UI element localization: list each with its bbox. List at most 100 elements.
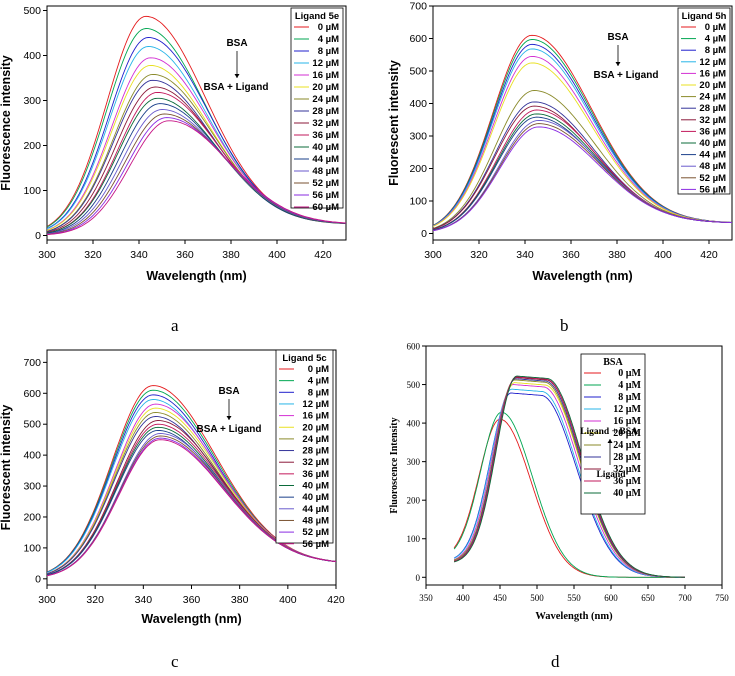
x-tick-label: 300 — [38, 594, 56, 606]
legend-entry: 40 µM — [312, 142, 339, 153]
x-tick-label: 550 — [567, 593, 581, 603]
legend-entry: 40 µM — [302, 481, 329, 492]
legend-entry: 8 µM — [618, 392, 641, 403]
x-tick-label: 420 — [314, 249, 332, 261]
y-tick-label: 700 — [23, 357, 41, 369]
legend-entry: 56 µM — [312, 190, 339, 201]
y-tick-label: 500 — [407, 380, 421, 390]
annotation-arrow-head — [234, 74, 240, 78]
legend-entry: 40 µM — [613, 488, 641, 499]
y-axis-label: Fluorescence intensity — [0, 55, 13, 191]
legend-title: Ligand 5h — [682, 11, 727, 22]
y-tick-label: 500 — [23, 5, 41, 17]
y-tick-label: 600 — [407, 342, 421, 352]
x-tick-label: 380 — [222, 249, 240, 261]
x-tick-label: 360 — [176, 249, 194, 261]
legend-entry: 20 µM — [613, 428, 641, 439]
legend-title: Ligand 5c — [282, 353, 326, 364]
x-tick-label: 320 — [470, 249, 488, 261]
series-line — [433, 62, 732, 227]
x-tick-label: 380 — [608, 249, 626, 261]
annotation-arrow-head — [607, 439, 613, 443]
legend-entry: 28 µM — [302, 446, 329, 457]
legend-entry: 48 µM — [699, 161, 726, 172]
annotation-arrow-head — [226, 416, 232, 420]
legend-entry: 12 µM — [302, 399, 329, 410]
y-tick-label: 400 — [23, 50, 41, 62]
caption-a: a — [171, 316, 179, 335]
chart-d: 350 400 450 500 550 600 650 700 750 0 100 200 300 400… — [389, 342, 729, 623]
series-line — [453, 375, 685, 578]
annotation-bottom: BSA + Ligand — [594, 70, 659, 81]
legend-entry: 32 µM — [699, 115, 726, 126]
y-tick-label: 100 — [407, 534, 421, 544]
x-tick-label: 600 — [604, 593, 618, 603]
chart-b: 300 320 340 360 380 400 420 0 100 200 300 400 500 600… — [387, 1, 733, 283]
y-tick-label: 100 — [23, 185, 41, 197]
x-tick-label: 750 — [715, 593, 729, 603]
y-tick-label: 400 — [407, 419, 421, 429]
annotation-top: BSA — [218, 386, 239, 397]
series-line — [453, 411, 685, 578]
legend-box — [580, 353, 646, 515]
x-tick-label: 360 — [183, 594, 201, 606]
x-axis-label: Wavelength (nm) — [535, 611, 613, 622]
legend-entry: 12 µM — [613, 404, 641, 415]
y-tick-label: 300 — [407, 457, 421, 467]
x-tick-label: 500 — [530, 593, 544, 603]
series-line — [47, 439, 336, 577]
legend-entry: 36 µM — [312, 130, 339, 141]
series-line — [453, 376, 685, 578]
legend-entry: 52 µM — [302, 527, 329, 538]
legend-entry: 0 µM — [705, 22, 726, 33]
series-line — [47, 120, 346, 236]
annotation-bottom: Ligand — [596, 470, 626, 480]
legend-entry: 40 µM — [302, 492, 329, 503]
y-tick-label: 400 — [409, 98, 427, 110]
legend-entry: 36 µM — [302, 469, 329, 480]
y-tick-label: 0 — [35, 230, 41, 242]
legend-entry: 4 µM — [318, 34, 339, 45]
x-tick-label: 650 — [641, 593, 655, 603]
series-line — [47, 117, 346, 235]
legend-entry: 40 µM — [699, 138, 726, 149]
legend-title: Ligand 5e — [295, 11, 339, 22]
legend-entry: 4 µM — [308, 376, 329, 387]
caption-b: b — [560, 316, 569, 335]
legend-entry: 52 µM — [312, 178, 339, 189]
legend-entry: 36 µM — [613, 476, 641, 487]
legend-entry: 32 µM — [613, 464, 641, 475]
y-axis-label: Fluoroscence Intensity — [389, 417, 400, 513]
legend-entry: 0 µM — [318, 22, 339, 33]
x-tick-label: 400 — [279, 594, 297, 606]
x-tick-label: 380 — [231, 594, 249, 606]
y-axis-label: Fluorescent intensity — [0, 405, 13, 531]
x-tick-label: 320 — [84, 249, 102, 261]
legend-entry: 32 µM — [312, 118, 339, 129]
series-line — [47, 113, 346, 235]
plot-frame-b — [432, 5, 733, 241]
y-tick-label: 300 — [23, 481, 41, 493]
legend-entry: 20 µM — [312, 82, 339, 93]
legend-box — [275, 349, 334, 544]
legend-entry: 24 µM — [302, 434, 329, 445]
series-line — [453, 379, 685, 578]
x-axis-label: Wavelength (nm) — [532, 269, 632, 283]
chart-c: 300 320 340 360 380 400 420 0 100 200 300 400 500 600… — [0, 349, 345, 626]
legend-entry: 48 µM — [302, 515, 329, 526]
annotation-arrow-head — [615, 62, 621, 66]
y-tick-label: 300 — [409, 131, 427, 143]
x-tick-label: 340 — [516, 249, 534, 261]
legend-entry: 16 µM — [613, 416, 641, 427]
x-axis-label: Wavelength (nm) — [146, 269, 246, 283]
legend-entry: 8 µM — [705, 45, 726, 56]
legend-entry: 24 µM — [312, 94, 339, 105]
y-tick-label: 200 — [23, 140, 41, 152]
legend-entry: 16 µM — [302, 411, 329, 422]
series-line — [433, 126, 732, 232]
legend-entry: 20 µM — [302, 422, 329, 433]
x-tick-label: 360 — [562, 249, 580, 261]
y-tick-label: 0 — [35, 573, 41, 585]
